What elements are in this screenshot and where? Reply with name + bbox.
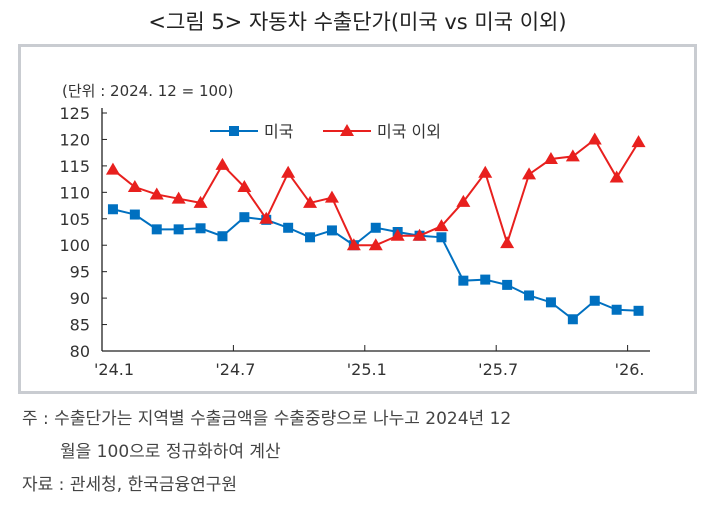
data-point-triangle bbox=[368, 238, 383, 251]
x-tick-label: '26. bbox=[615, 360, 645, 379]
data-point-square bbox=[524, 290, 535, 301]
x-tick-label: '24.7 bbox=[215, 360, 255, 379]
data-point-square bbox=[107, 204, 118, 215]
data-point-triangle bbox=[500, 236, 515, 249]
data-point-square bbox=[458, 275, 469, 286]
data-point-triangle bbox=[609, 170, 624, 183]
legend-label: 미국 이외 bbox=[377, 122, 441, 141]
unit-label: (단위 : 2024. 12 = 100) bbox=[62, 82, 233, 100]
chart-frame bbox=[18, 44, 697, 394]
data-point-triangle bbox=[127, 180, 142, 193]
data-point-triangle bbox=[324, 190, 339, 203]
data-point-triangle bbox=[456, 194, 471, 207]
data-point-triangle bbox=[346, 238, 361, 251]
data-point-triangle bbox=[237, 180, 252, 193]
data-point-square bbox=[502, 279, 513, 290]
data-point-triangle bbox=[434, 219, 449, 232]
data-point-square bbox=[151, 224, 162, 235]
data-point-triangle bbox=[171, 191, 186, 204]
data-point-triangle bbox=[587, 132, 602, 145]
data-point-triangle bbox=[193, 195, 208, 208]
data-point-square bbox=[633, 305, 644, 316]
y-tick-label: 105 bbox=[59, 210, 90, 229]
data-point-square bbox=[173, 224, 184, 235]
y-tick-label: 95 bbox=[70, 263, 90, 282]
y-tick-label: 115 bbox=[59, 157, 90, 176]
y-tick-label: 100 bbox=[59, 236, 90, 255]
x-tick-label: '25.1 bbox=[347, 360, 387, 379]
data-point-triangle bbox=[149, 187, 164, 200]
data-point-square bbox=[480, 274, 491, 285]
y-tick-label: 125 bbox=[59, 104, 90, 123]
data-point-triangle bbox=[340, 124, 354, 136]
data-point-triangle bbox=[281, 165, 296, 178]
y-tick-label: 90 bbox=[70, 289, 90, 308]
data-point-square bbox=[567, 314, 578, 325]
data-point-square bbox=[326, 225, 337, 236]
data-point-square bbox=[195, 223, 206, 234]
note-line-1: 주 : 수출단가는 지역별 수출금액을 수출중량으로 나누고 2024년 12 bbox=[22, 409, 512, 429]
data-point-square bbox=[305, 232, 316, 243]
data-point-square bbox=[239, 212, 250, 223]
data-point-square bbox=[283, 222, 294, 233]
data-point-triangle bbox=[259, 211, 274, 224]
x-tick-label: '24.1 bbox=[94, 360, 134, 379]
data-point-triangle bbox=[412, 228, 427, 241]
data-point-square bbox=[545, 297, 556, 308]
data-point-square bbox=[436, 232, 447, 243]
y-tick-label: 85 bbox=[70, 316, 90, 335]
data-point-triangle bbox=[215, 157, 230, 170]
data-point-triangle bbox=[303, 195, 318, 208]
chart-title: <그림 5> 자동차 수출단가(미국 vs 미국 이외) bbox=[148, 10, 567, 34]
data-point-triangle bbox=[105, 162, 120, 175]
legend-label: 미국 bbox=[264, 122, 293, 141]
data-point-square bbox=[129, 209, 140, 220]
y-tick-label: 80 bbox=[70, 342, 90, 361]
data-point-triangle bbox=[565, 149, 580, 162]
data-point-square bbox=[611, 304, 622, 315]
data-point-triangle bbox=[478, 165, 493, 178]
data-point-square bbox=[370, 222, 381, 233]
y-tick-label: 120 bbox=[59, 130, 90, 149]
note-line-2: 월을 100으로 정규화하여 계산 bbox=[60, 442, 281, 462]
data-point-square bbox=[229, 126, 239, 136]
x-tick-label: '25.7 bbox=[478, 360, 518, 379]
data-point-square bbox=[589, 295, 600, 306]
data-point-triangle bbox=[522, 167, 537, 180]
data-point-square bbox=[217, 231, 228, 242]
source-note: 자료 : 관세청, 한국금융연구원 bbox=[22, 475, 238, 495]
y-tick-label: 110 bbox=[59, 183, 90, 202]
data-point-triangle bbox=[631, 135, 646, 148]
data-point-triangle bbox=[390, 228, 405, 241]
data-point-triangle bbox=[543, 152, 558, 165]
